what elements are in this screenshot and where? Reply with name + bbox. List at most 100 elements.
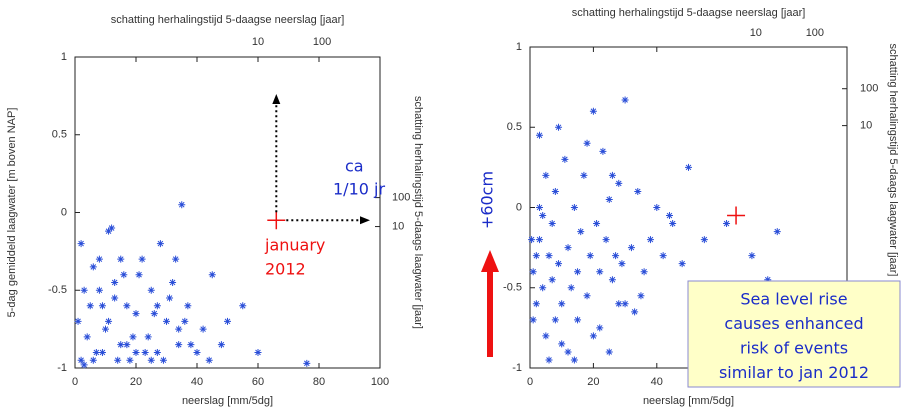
data-point — [561, 155, 569, 163]
data-point — [596, 324, 604, 332]
data-point — [764, 276, 772, 284]
data-point — [551, 187, 559, 195]
data-point — [608, 171, 616, 179]
data-point — [536, 236, 544, 244]
data-point — [199, 325, 207, 333]
data-point — [599, 147, 607, 155]
y-tick-label: 1 — [61, 51, 67, 63]
data-point — [159, 356, 167, 364]
data-point — [129, 333, 137, 341]
y2-axis-label: schatting herhalingstijd 5-daags laagwat… — [887, 44, 899, 277]
data-point — [618, 260, 626, 268]
data-point — [621, 300, 629, 308]
data-point — [574, 316, 582, 324]
data-point — [637, 292, 645, 300]
y2-tick-label: 100 — [392, 192, 410, 204]
x2-tick-label: 100 — [806, 27, 824, 39]
scatter-panel: 0 20 40 -1 -0.5 0 0.5 1 10 100 10 100 neerslag [mm/5… — [478, 7, 900, 407]
data-point — [105, 227, 113, 235]
y2-axis-label: schatting herhalingstijd 5-daags laagwat… — [412, 96, 424, 329]
data-point — [123, 302, 131, 310]
data-point — [153, 348, 161, 356]
data-point — [593, 220, 601, 228]
x2-tick-label: 100 — [313, 36, 331, 48]
data-point — [132, 310, 140, 318]
data-point — [120, 271, 128, 279]
data-point — [536, 204, 544, 211]
data-point — [602, 236, 610, 244]
data-point — [153, 302, 161, 310]
data-point — [555, 260, 563, 268]
highlight-point — [727, 206, 746, 225]
x2-axis-label: schatting herhalingstijd 5-daagse neersl… — [572, 7, 806, 19]
callout-text: causes enhanced — [724, 314, 863, 333]
data-point — [678, 260, 686, 268]
data-point — [574, 268, 582, 276]
x2-axis-label: schatting herhalingstijd 5-daagse neersl… — [111, 14, 345, 26]
y-tick-label: 0 — [516, 201, 522, 213]
y-tick-label: -0.5 — [48, 284, 67, 296]
scatter-panel: 0 20 40 60 80 100 -1 -0.5 0 0.5 1 10 100 10 100 neersla… — [6, 14, 424, 407]
data-point — [111, 278, 119, 286]
data-point — [532, 252, 540, 260]
y-axis-label: 5-dag gemiddeld laagwater [m boven NAP] — [6, 108, 18, 318]
data-point — [98, 348, 106, 356]
data-point — [529, 316, 537, 324]
data-point — [187, 341, 195, 349]
data-point — [532, 300, 540, 308]
data-point — [570, 356, 578, 364]
data-point — [77, 356, 85, 364]
x-tick-label: 40 — [191, 376, 203, 388]
data-point — [627, 244, 635, 252]
data-point — [529, 268, 537, 276]
annotation: +60cm — [478, 171, 497, 229]
y-tick-label: -0.5 — [503, 282, 522, 294]
data-point — [95, 286, 103, 294]
data-point — [175, 341, 183, 349]
x-tick-label: 0 — [527, 376, 533, 388]
data-point — [653, 204, 661, 211]
x-tick-label: 20 — [130, 376, 142, 388]
data-point — [615, 179, 623, 187]
data-point — [551, 316, 559, 324]
data-point — [147, 286, 155, 294]
data-point — [548, 220, 556, 228]
data-point — [545, 252, 553, 260]
data-point — [577, 228, 585, 236]
data-point — [156, 240, 164, 248]
data-point — [132, 348, 140, 356]
data-point — [608, 276, 616, 284]
data-point — [659, 252, 667, 260]
data-point — [570, 204, 578, 211]
data-point — [589, 332, 597, 340]
callout-text: similar to jan 2012 — [719, 363, 869, 382]
data-point — [217, 341, 225, 349]
data-point — [117, 341, 125, 349]
y-tick-label: 0 — [61, 206, 67, 218]
annotation: january — [264, 236, 325, 255]
data-point — [193, 348, 201, 356]
data-point — [172, 255, 180, 263]
data-point — [150, 310, 158, 318]
data-point — [615, 300, 623, 308]
data-point — [147, 356, 155, 364]
y-tick-label: 0.5 — [507, 121, 522, 133]
data-point — [548, 276, 556, 284]
data-point — [224, 317, 231, 325]
data-point — [303, 359, 311, 367]
data-point — [558, 300, 566, 308]
data-point — [123, 341, 131, 349]
data-point — [634, 187, 642, 195]
y-tick-label: 1 — [516, 41, 522, 53]
data-point — [117, 255, 125, 263]
callout: Sea level rise causes enhanced risk of eve… — [687, 280, 901, 388]
data-point — [583, 292, 591, 300]
x-axis-label: neerslag [mm/5dg] — [182, 395, 273, 407]
data-point — [564, 348, 572, 356]
data-point — [138, 255, 146, 263]
data-point — [631, 308, 639, 316]
x2-tick-label: 10 — [252, 36, 264, 48]
data-point — [141, 348, 149, 356]
callout-text: Sea level rise — [740, 290, 847, 309]
